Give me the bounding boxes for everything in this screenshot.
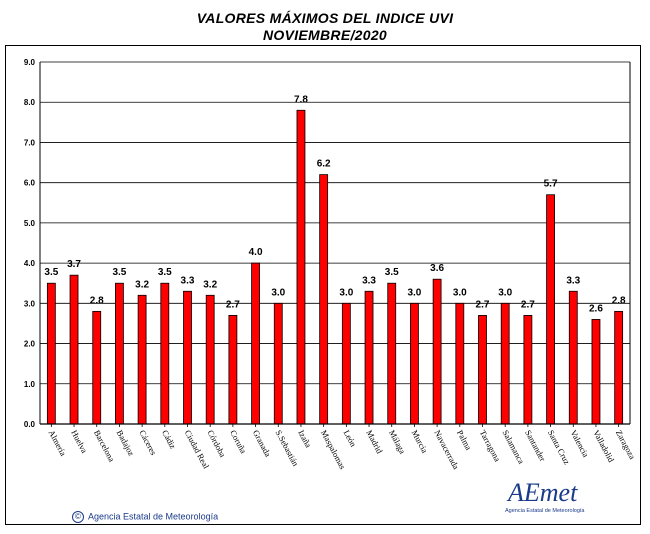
bar — [46, 282, 56, 425]
x-tick-label: Murcia — [410, 428, 430, 455]
x-tick-label: Valencia — [569, 428, 592, 459]
data-label: 3.0 — [498, 287, 512, 298]
data-label: 3.0 — [453, 287, 467, 298]
x-tick-label: Cádiz — [160, 428, 178, 450]
data-label: 3.0 — [407, 287, 421, 298]
bar — [568, 290, 578, 425]
data-label: 5.7 — [544, 179, 558, 190]
data-label: 2.8 — [90, 295, 104, 306]
data-label: 3.7 — [67, 259, 81, 270]
data-label: 2.8 — [612, 295, 626, 306]
bar — [251, 262, 260, 425]
aemet-logo: AEmet Agencia Estatal de Meteorología — [502, 478, 592, 522]
y-tick-label: 0.0 — [24, 420, 36, 429]
data-label: 2.7 — [521, 299, 535, 310]
data-label: 3.5 — [158, 267, 172, 278]
bar — [205, 294, 215, 425]
data-label: 4.0 — [249, 247, 263, 258]
bar — [614, 310, 624, 425]
y-tick-label: 7.0 — [24, 138, 36, 147]
bar — [69, 274, 79, 425]
bar — [410, 302, 419, 425]
bar — [432, 278, 442, 425]
y-tick-label: 5.0 — [24, 219, 36, 228]
x-tick-label: Granada — [251, 428, 273, 458]
bar — [115, 282, 124, 425]
data-label: 3.0 — [339, 287, 353, 298]
bar — [92, 310, 102, 425]
x-tick-label: Santa Cruz — [546, 428, 573, 466]
chart-title: VALORES MÁXIMOS DEL INDICE UVI — [196, 10, 454, 26]
data-label: 3.0 — [271, 287, 285, 298]
aemet-logo-wordmark: AEmet — [508, 478, 578, 507]
data-label: 3.3 — [181, 275, 195, 286]
x-tick-label: Madrid — [364, 428, 385, 455]
x-tick-label: Cáceres — [137, 428, 158, 456]
bar — [228, 314, 238, 425]
y-tick-label: 9.0 — [24, 58, 36, 67]
y-tick-label: 8.0 — [24, 98, 36, 107]
x-tick-label: Izaña — [296, 428, 314, 449]
copyright-text: Agencia Estatal de Meteorología — [88, 511, 219, 522]
bar — [296, 109, 306, 425]
bar — [364, 290, 374, 425]
chart-subtitle: NOVIEMBRE/2020 — [262, 27, 388, 43]
data-label: 3.2 — [203, 279, 217, 290]
x-tick-label: Barcelona — [92, 428, 117, 463]
x-tick-label: Badajoz — [115, 428, 137, 457]
x-tick-label: Santander — [523, 428, 548, 463]
y-tick-label: 3.0 — [24, 299, 36, 308]
x-tick-label: Palma — [455, 428, 474, 452]
x-tick-label: Coruña — [228, 428, 249, 455]
y-tick-label: 6.0 — [24, 179, 36, 188]
bar — [319, 174, 329, 425]
copyright-notice: © Agencia Estatal de Meteorología — [72, 511, 218, 523]
x-tick-label: Valladolid — [591, 428, 617, 464]
data-label: 3.3 — [362, 275, 376, 286]
y-tick-label: 1.0 — [24, 380, 36, 389]
data-label: 2.7 — [226, 299, 240, 310]
bar — [546, 194, 555, 425]
aemet-logo-subtext: Agencia Estatal de Meteorología — [505, 508, 585, 514]
x-tick-label: Huelva — [69, 428, 89, 455]
data-label: 3.5 — [112, 267, 126, 278]
data-label: 3.5 — [44, 267, 58, 278]
x-tick-label: Zaragoza — [614, 428, 638, 461]
bar — [183, 290, 192, 425]
x-tick-label: Córdoba — [205, 428, 228, 459]
bar — [387, 282, 397, 425]
x-tick-label: Tarragona — [478, 428, 503, 463]
data-label: 3.6 — [430, 263, 444, 274]
x-tick-label: Málaga — [387, 428, 408, 455]
x-tick-label: Salamanca — [500, 428, 526, 465]
bar — [478, 314, 487, 425]
y-tick-label: 4.0 — [24, 259, 36, 268]
bar — [500, 302, 510, 425]
bar — [137, 294, 147, 425]
bar — [273, 302, 283, 425]
bar — [341, 302, 351, 425]
x-tick-label: Almería — [47, 428, 69, 457]
data-label: 3.2 — [135, 279, 149, 290]
x-tick-label: León — [342, 428, 359, 449]
bar — [455, 302, 465, 425]
data-label: 3.5 — [385, 267, 399, 278]
y-tick-label: 2.0 — [24, 340, 36, 349]
bar — [160, 282, 170, 425]
data-label: 7.8 — [294, 94, 308, 105]
bar — [591, 319, 601, 425]
data-label: 2.7 — [476, 299, 490, 310]
data-label: 2.6 — [589, 303, 603, 314]
bar — [523, 314, 533, 425]
data-label: 3.3 — [566, 275, 580, 286]
data-label: 6.2 — [317, 159, 331, 170]
copyright-icon: © — [72, 511, 84, 523]
